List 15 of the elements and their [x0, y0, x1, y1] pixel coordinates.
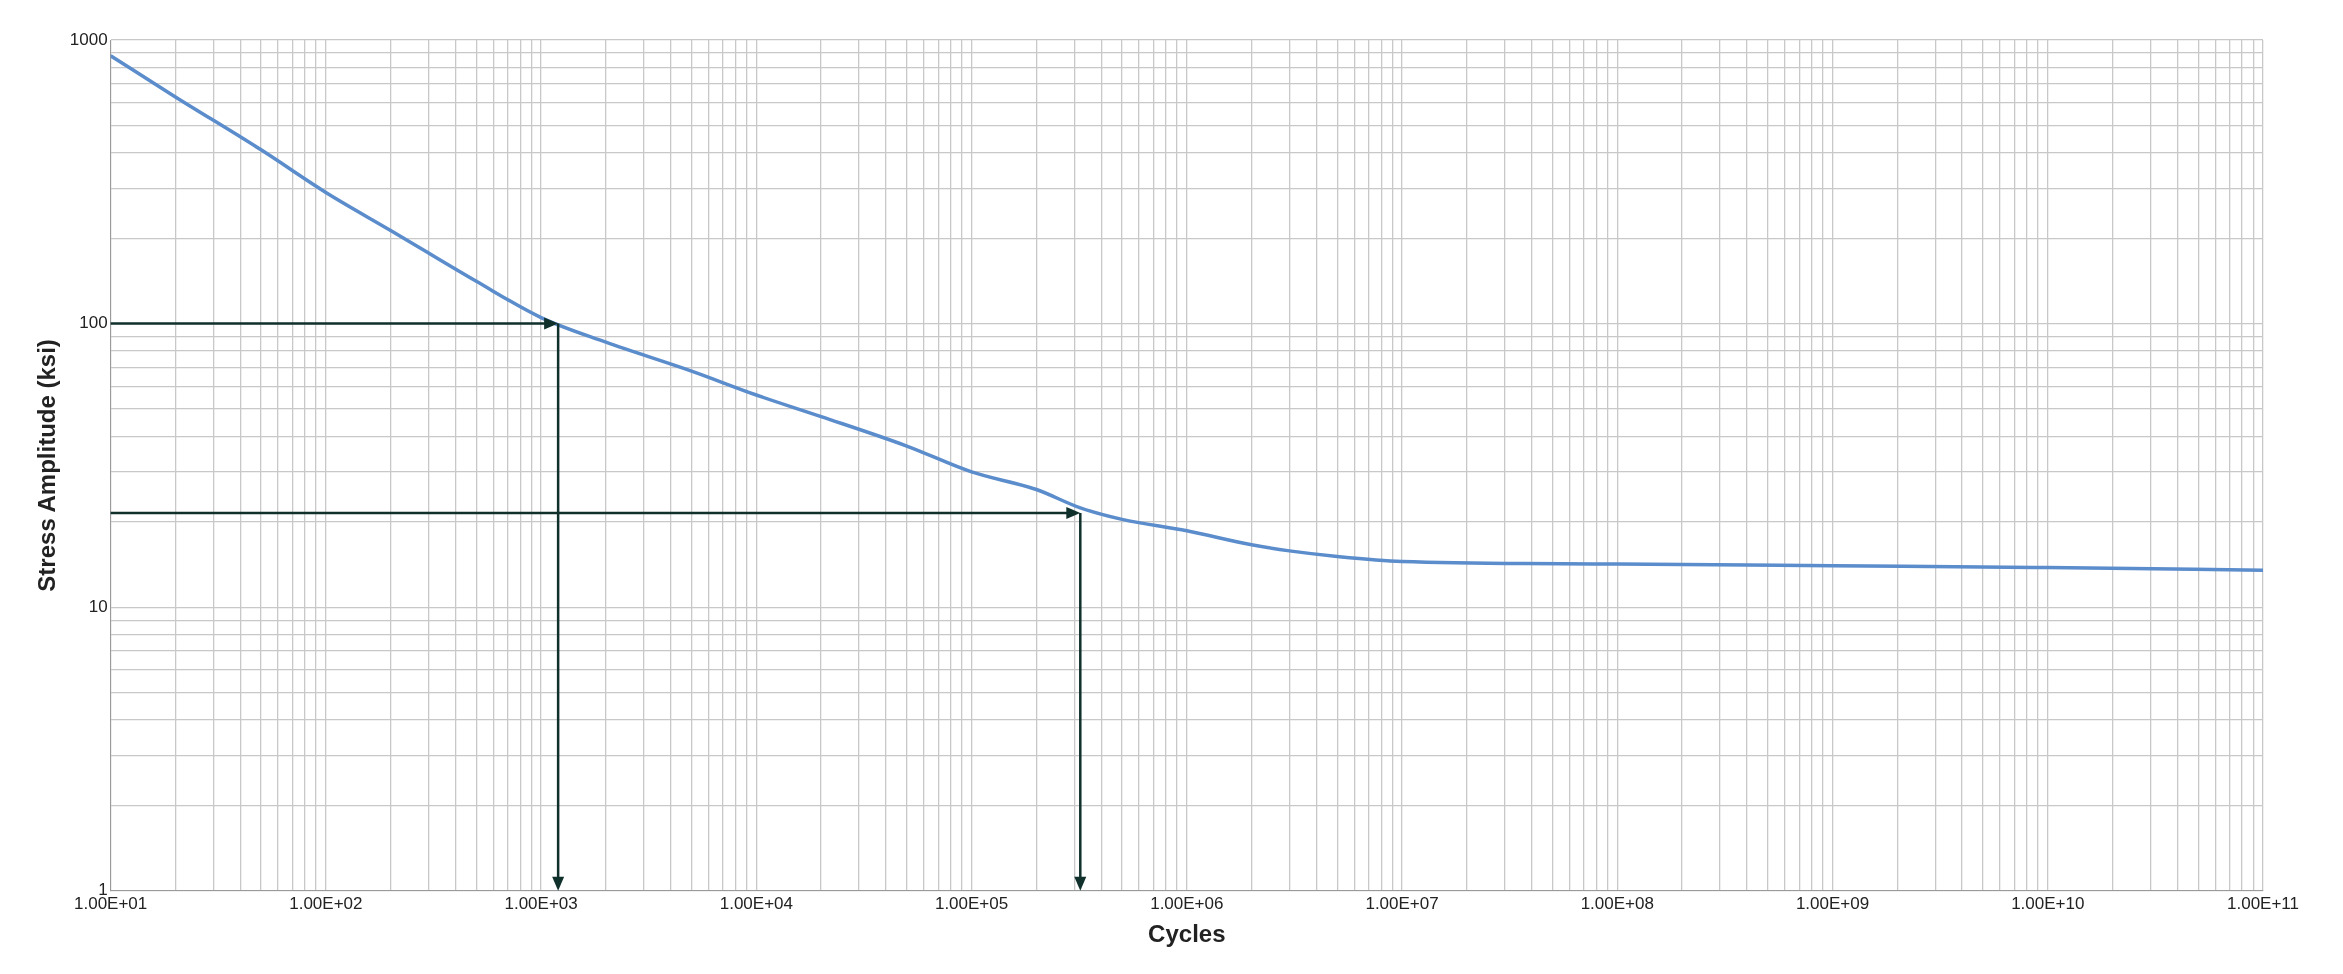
- x-tick-label: 1.00E+08: [1580, 893, 1654, 913]
- y-axis-title: Stress Amplitude (ksi): [33, 339, 61, 592]
- x-tick-label: 1.00E+09: [1795, 893, 1870, 913]
- x-tick-label: 1.00E+03: [504, 893, 578, 913]
- y-tick-label: 10: [88, 596, 108, 616]
- y-tick-label: 100: [79, 313, 108, 333]
- x-tick-label: 1.00E+05: [934, 893, 1009, 913]
- x-tick-label: 1.00E+07: [1365, 893, 1439, 913]
- x-axis-title: Cycles: [1148, 920, 1226, 948]
- x-tick-label: 1.00E+10: [2011, 893, 2085, 913]
- x-tick-label: 1.00E+04: [719, 893, 793, 913]
- x-tick-label: 1.00E+02: [289, 893, 363, 913]
- x-tick-label: 1.00E+06: [1150, 893, 1224, 913]
- x-tick-label: 1.00E+11: [2226, 893, 2300, 913]
- y-tick-label: 1000: [69, 29, 108, 49]
